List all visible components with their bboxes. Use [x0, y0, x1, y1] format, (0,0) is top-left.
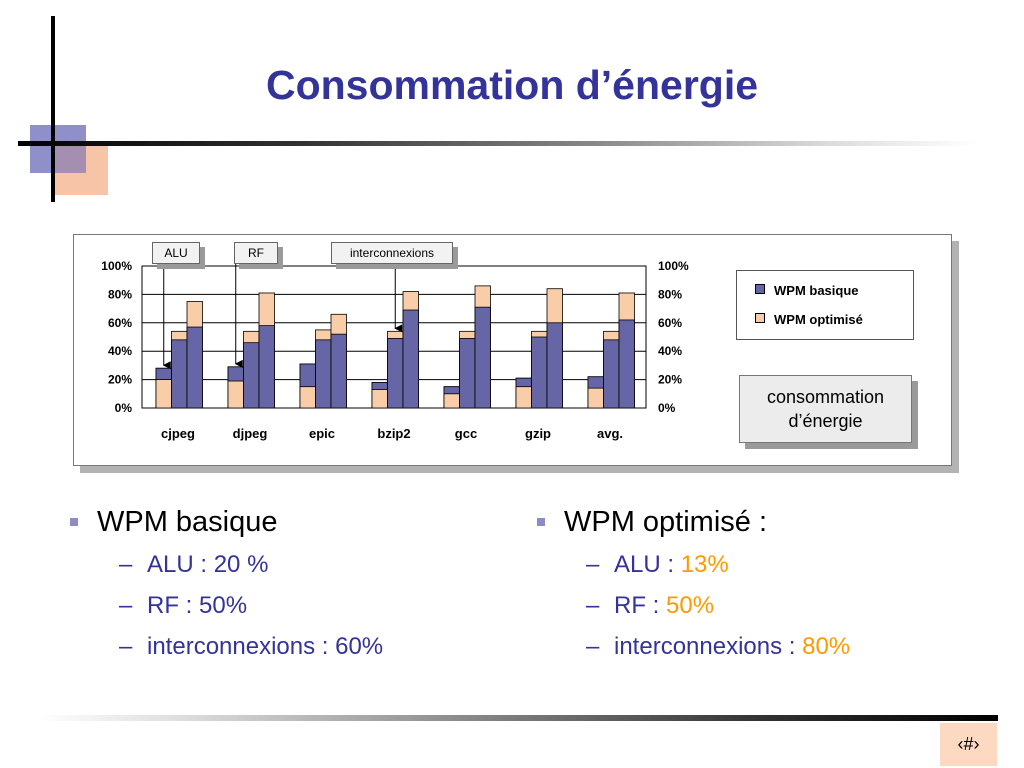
bullet-square-icon — [537, 518, 545, 526]
bar-basique — [459, 338, 476, 409]
bullet-heading-optimise: WPM optimisé : — [537, 500, 977, 544]
legend-label-optimise: WPM optimisé — [774, 312, 863, 327]
y-tick-label-right: 20% — [658, 373, 682, 387]
sub-item-label: RF : — [614, 592, 666, 619]
bar-basique — [546, 322, 563, 409]
x-category-label: gzip — [525, 426, 551, 441]
energy-label-line2: d’énergie — [788, 411, 863, 431]
dash-icon: – — [586, 633, 600, 660]
sub-item-alu: – ALU : 13% — [586, 544, 977, 585]
x-category-label: avg. — [597, 426, 623, 441]
x-category-label: cjpeg — [161, 426, 195, 441]
y-tick-label-right: 0% — [658, 401, 676, 415]
y-tick-label-right: 100% — [658, 259, 689, 273]
bar-basique — [258, 325, 275, 409]
sub-item-rf: – RF : 50% — [586, 585, 977, 626]
page-number: ‹#› — [940, 723, 997, 766]
callout-interconnexions: interconnexions — [331, 242, 453, 264]
sub-item-label: ALU : — [147, 551, 214, 578]
y-tick-label-left: 40% — [108, 344, 132, 358]
x-category-label: epic — [309, 426, 335, 441]
bullet-heading-text: WPM basique — [97, 505, 278, 538]
bar-optimise — [515, 386, 532, 409]
legend-swatch-basique — [755, 284, 765, 294]
dash-icon: – — [586, 551, 600, 578]
sub-item-label: RF : — [147, 592, 199, 619]
callout-rf: RF — [234, 242, 278, 264]
bar-basique — [531, 336, 548, 409]
legend-item-optimise: WPM optimisé — [755, 312, 863, 327]
sub-item-value: 80% — [802, 633, 851, 660]
bullets-optimise: WPM optimisé : – ALU : 13% – RF : 50% – int… — [537, 500, 977, 667]
sub-item-label: interconnexions : — [147, 633, 336, 660]
bar-basique — [603, 339, 620, 409]
bar-optimise — [227, 380, 244, 409]
y-tick-label-left: 60% — [108, 316, 132, 330]
dash-icon: – — [119, 551, 133, 578]
bar-basique — [186, 326, 203, 409]
legend-swatch-optimise — [755, 313, 765, 323]
bar-optimise — [443, 393, 460, 409]
energy-label-box: consommation d’énergie — [739, 375, 912, 443]
y-tick-label-right: 80% — [658, 287, 682, 301]
bar-basique — [171, 339, 188, 409]
legend-item-basique: WPM basique — [755, 283, 859, 298]
bullet-square-icon — [70, 518, 78, 526]
decor-square-overlap — [55, 143, 86, 173]
bar-basique — [387, 338, 404, 409]
y-tick-label-left: 80% — [108, 287, 132, 301]
callout-alu: ALU — [152, 242, 200, 264]
sub-item-label: ALU : — [614, 551, 681, 578]
y-tick-label-left: 20% — [108, 373, 132, 387]
energy-label-line1: consommation — [766, 387, 885, 407]
sub-item-rf: – RF : 50% — [119, 585, 510, 626]
sub-item-value: 60% — [335, 633, 384, 660]
chart-legend: WPM basique WPM optimisé — [736, 270, 914, 340]
decor-bottom-rule — [40, 715, 998, 721]
bar-optimise — [587, 387, 604, 409]
dash-icon: – — [586, 592, 600, 619]
sub-item-value: 20 % — [213, 551, 269, 578]
y-tick-label-right: 40% — [658, 344, 682, 358]
bullets-basique: WPM basique – ALU : 20 % – RF : 50% – inter… — [70, 500, 510, 667]
sub-item-label: interconnexions : — [614, 633, 803, 660]
dash-icon: – — [119, 592, 133, 619]
bullet-heading-text: WPM optimisé : — [564, 505, 768, 538]
x-category-label: bzip2 — [377, 426, 410, 441]
sub-item-value: 50% — [666, 592, 715, 619]
bar-basique — [618, 319, 635, 409]
slide-title: Consommation d’énergie — [265, 62, 759, 108]
dash-icon: – — [119, 633, 133, 660]
sub-item-interconnexions: – interconnexions : 80% — [586, 626, 977, 667]
bar-basique — [315, 339, 332, 409]
sub-item-alu: – ALU : 20 % — [119, 544, 510, 585]
bar-optimise — [155, 379, 172, 409]
y-tick-label-left: 0% — [115, 401, 133, 415]
y-tick-label-right: 60% — [658, 316, 682, 330]
x-category-label: djpeg — [233, 426, 268, 441]
bar-basique — [402, 309, 419, 409]
bar-basique — [330, 333, 347, 409]
legend-label-basique: WPM basique — [774, 283, 859, 298]
bar-basique — [243, 342, 260, 409]
bar-optimise — [299, 386, 316, 409]
decor-vertical-rule — [51, 16, 55, 202]
bullet-heading-basique: WPM basique — [70, 500, 510, 544]
decor-horizontal-rule — [18, 141, 978, 146]
y-tick-label-left: 100% — [101, 259, 132, 273]
sub-item-interconnexions: – interconnexions : 60% — [119, 626, 510, 667]
x-category-label: gcc — [455, 426, 477, 441]
bar-optimise — [371, 389, 388, 409]
bar-basique — [474, 306, 491, 409]
sub-item-value: 13% — [680, 551, 729, 578]
sub-item-value: 50% — [199, 592, 248, 619]
